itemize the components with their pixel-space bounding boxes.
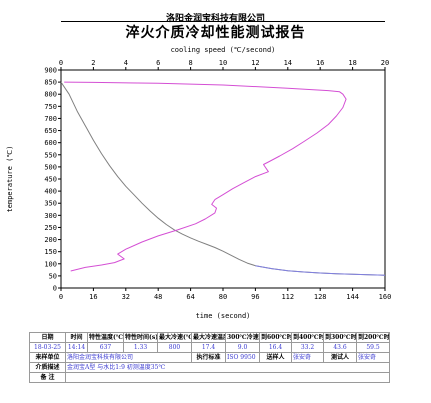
table-cell: 金润宝A型 与水比1:9 初测温度35℃ xyxy=(65,362,390,373)
table-cell: 日期 xyxy=(29,332,66,343)
top-tick-label: 2 xyxy=(91,59,95,67)
left-tick-label: 0 xyxy=(53,285,57,293)
bottom-tick-label: 32 xyxy=(122,293,130,301)
table-cell: 16.4 xyxy=(259,342,292,353)
table-cell: 备 注 xyxy=(29,372,66,383)
report-table: 日期 时间 特性温度(℃) 特性时间(s) 最大冷速(℃/s) 最大冷速温度(℃… xyxy=(29,332,390,383)
left-tick-label: 600 xyxy=(44,139,57,147)
bottom-tick-label: 144 xyxy=(346,293,359,301)
bottom-axis-label: time (second) xyxy=(196,312,251,320)
table-cell: 张安奇 xyxy=(291,352,324,363)
table-cell: 最大冷速温度(℃) xyxy=(191,332,226,343)
bottom-axis-ticks: 0 16 32 48 64 80 96 112 128 144 160 xyxy=(59,288,391,301)
table-cell: 到600℃时间(s) xyxy=(259,332,292,343)
temperature-time-curve-0 xyxy=(60,81,386,276)
table-cell: 张安奇 xyxy=(356,352,390,363)
table-cell: 送样人 xyxy=(259,352,292,363)
top-axis-label: cooling speed (℃/second) xyxy=(171,46,276,54)
left-axis-ticks: 0 50 100 150 200 250 300 350 400 450 500 550 600 650 7… xyxy=(44,67,61,293)
table-cell: 800 xyxy=(157,342,192,353)
table-cell: 测试人 xyxy=(323,352,357,363)
left-axis-label: temperature (℃) xyxy=(6,146,14,213)
table-cell: 特性温度(℃) xyxy=(87,332,124,343)
bottom-tick-label: 16 xyxy=(89,293,97,301)
left-tick-label: 450 xyxy=(44,176,57,184)
table-header-row: 日期 时间 特性温度(℃) 特性时间(s) 最大冷速(℃/s) 最大冷速温度(℃… xyxy=(29,332,390,343)
left-tick-label: 850 xyxy=(44,79,57,87)
top-tick-label: 20 xyxy=(381,59,389,67)
left-tick-label: 650 xyxy=(44,127,57,135)
bottom-tick-label: 80 xyxy=(219,293,227,301)
top-tick-label: 6 xyxy=(156,59,160,67)
table-cell: 9.0 xyxy=(225,342,260,353)
table-cell: 洛阳金润宝科技有限公司 xyxy=(65,352,192,363)
table-cell: 18-03-25 xyxy=(29,342,66,353)
top-tick-label: 14 xyxy=(284,59,292,67)
table-cell: 59.5 xyxy=(356,342,390,353)
table-values-row: 18-03-25 14:14 637 1.33 800 17.4 9.0 16.… xyxy=(29,342,390,353)
top-tick-label: 12 xyxy=(251,59,259,67)
table-cell: 43.6 xyxy=(323,342,357,353)
left-tick-label: 750 xyxy=(44,103,57,111)
bottom-tick-label: 160 xyxy=(379,293,392,301)
top-tick-label: 16 xyxy=(316,59,324,67)
table-cell: 17.4 xyxy=(191,342,226,353)
series-layer xyxy=(60,81,386,276)
top-tick-label: 0 xyxy=(59,59,63,67)
table-cell: 637 xyxy=(87,342,124,353)
table-cell: 来样单位 xyxy=(29,352,66,363)
company-name: 洛阳金润宝科技有限公司 xyxy=(165,14,265,24)
left-tick-label: 300 xyxy=(44,212,57,220)
left-tick-label: 500 xyxy=(44,163,57,171)
table-remark-row: 备 注 xyxy=(29,372,390,383)
table-cell: 300℃冷速(℃/s) xyxy=(225,332,260,343)
table-cell: 特性时间(s) xyxy=(123,332,158,343)
left-tick-label: 800 xyxy=(44,91,57,99)
bottom-tick-label: 0 xyxy=(59,293,63,301)
table-cell: 到400℃时间(s) xyxy=(291,332,324,343)
temperature-time-curve-2 xyxy=(255,265,386,276)
top-tick-label: 18 xyxy=(348,59,356,67)
table-cell: 执行标准 xyxy=(191,352,226,363)
top-axis-ticks: 0 2 4 6 8 10 12 14 16 18 20 xyxy=(59,59,389,70)
cooling-speed-curve xyxy=(64,81,347,272)
bottom-tick-label: 112 xyxy=(281,293,294,301)
top-tick-label: 10 xyxy=(219,59,227,67)
top-tick-label: 4 xyxy=(124,59,128,67)
bottom-tick-label: 96 xyxy=(251,293,259,301)
table-cell: 时间 xyxy=(65,332,88,343)
table-cell: 33.2 xyxy=(291,342,324,353)
table-cell xyxy=(65,372,390,383)
table-cell: ISO 9950 xyxy=(225,352,260,363)
left-tick-label: 350 xyxy=(44,200,57,208)
left-tick-label: 900 xyxy=(44,67,57,75)
table-cell: 介质描述 xyxy=(29,362,66,373)
table-cell: 1.33 xyxy=(123,342,158,353)
table-cell: 到200℃时间(s) xyxy=(356,332,390,343)
left-tick-label: 150 xyxy=(44,248,57,256)
bottom-tick-label: 48 xyxy=(154,293,162,301)
cooling-chart: 0 2 4 6 8 10 12 14 16 18 20 0 16 32 48 64 80 96 112 128 144… xyxy=(6,46,391,320)
table-sample-row: 来样单位 洛阳金润宝科技有限公司 执行标准 ISO 9950 送样人 张安奇 测… xyxy=(29,352,390,363)
header-rule xyxy=(61,21,385,22)
left-tick-label: 50 xyxy=(49,272,57,280)
left-tick-label: 700 xyxy=(44,115,57,123)
table-cell: 最大冷速(℃/s) xyxy=(157,332,192,343)
bottom-tick-label: 128 xyxy=(314,293,327,301)
report-title: 淬火介质冷却性能测试报告 xyxy=(125,25,306,41)
left-tick-label: 400 xyxy=(44,188,57,196)
plot-frame xyxy=(60,69,386,289)
left-tick-label: 100 xyxy=(44,260,57,268)
table-medium-row: 介质描述 金润宝A型 与水比1:9 初测温度35℃ xyxy=(29,362,390,373)
left-tick-label: 250 xyxy=(44,224,57,232)
left-tick-label: 200 xyxy=(44,236,57,244)
top-tick-label: 8 xyxy=(188,59,192,67)
bottom-tick-label: 64 xyxy=(186,293,194,301)
table-cell: 14:14 xyxy=(65,342,88,353)
left-tick-label: 550 xyxy=(44,151,57,159)
table-cell: 到300℃时间(s) xyxy=(323,332,357,343)
